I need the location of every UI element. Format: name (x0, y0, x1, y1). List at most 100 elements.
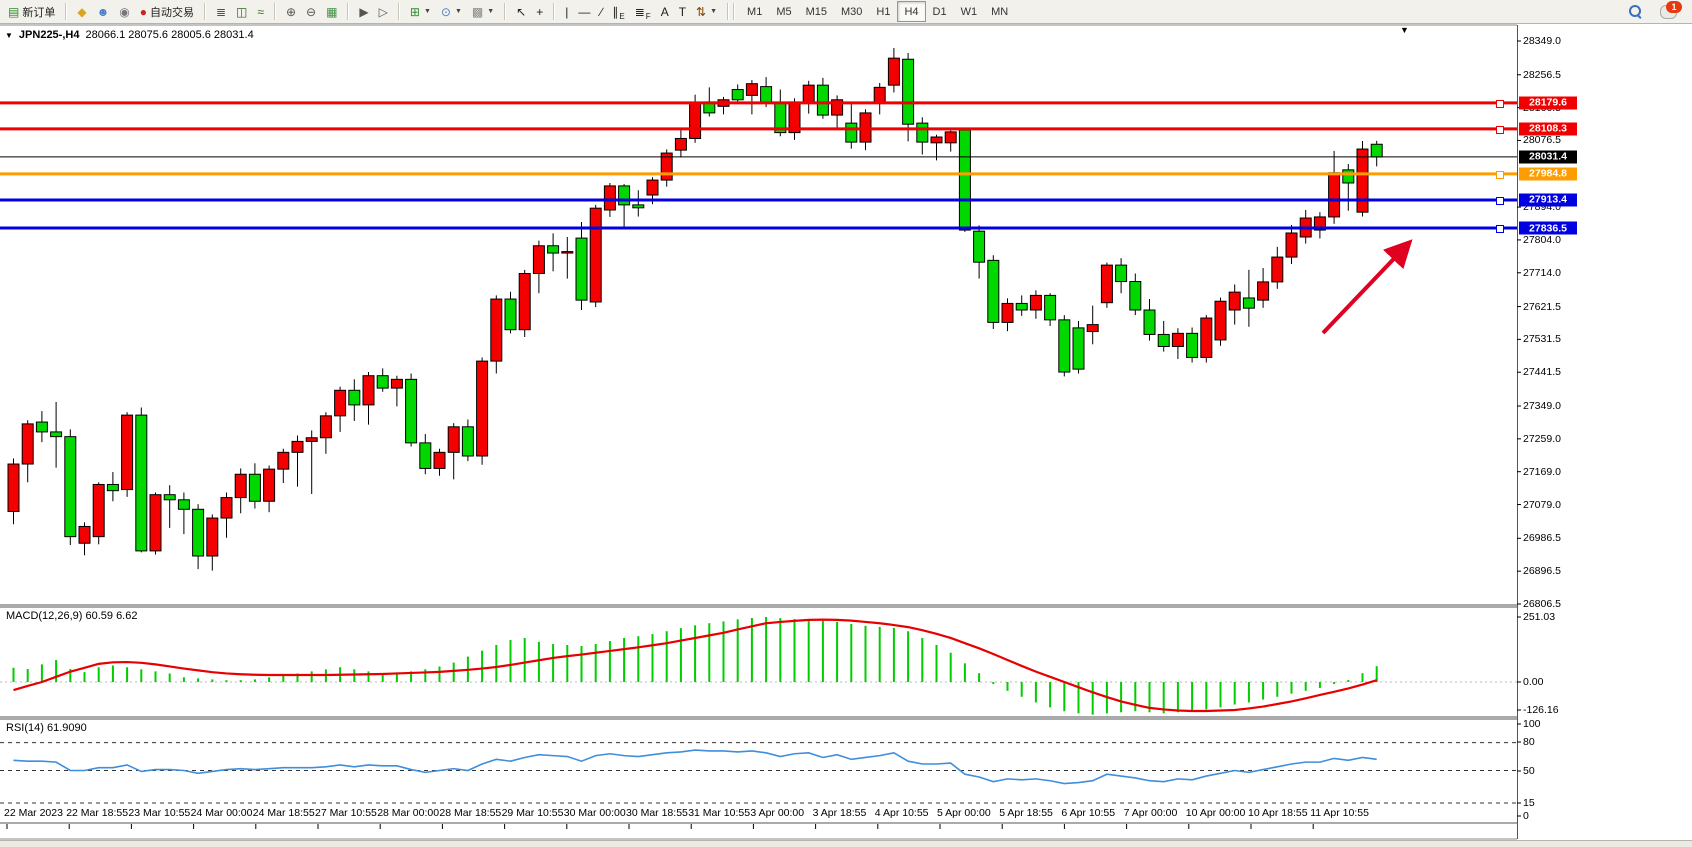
search-button[interactable] (1624, 1, 1647, 23)
hline-drag-handle[interactable] (1496, 99, 1504, 108)
fibonacci-button[interactable]: ≣ F (630, 1, 656, 23)
new-order-icon: ▤ (8, 4, 20, 19)
gold-button[interactable]: ◆ (72, 1, 91, 23)
zoom-out-button[interactable]: ⊖ (301, 1, 321, 23)
horizontal-line-button[interactable]: — (573, 1, 595, 23)
date-axis-label: 7 Apr 00:00 (1123, 807, 1178, 819)
candle-body (220, 497, 233, 519)
candle-body (35, 421, 48, 433)
trend-arrow-annotation[interactable] (1321, 239, 1413, 335)
candle-body (476, 360, 489, 457)
chat-button[interactable]: 1 (1655, 0, 1682, 23)
chart-line-button[interactable]: ≈ (252, 1, 269, 23)
chart-bars-icon: ≣ (215, 4, 227, 19)
date-axis-label: 30 Mar 18:55 (626, 807, 688, 819)
candle-body (618, 185, 631, 206)
candle-body (575, 237, 588, 301)
chart-ohlc-values: 28066.1 28075.6 28005.6 28031.4 (85, 29, 254, 41)
date-axis-label: 27 Mar 10:55 (315, 807, 377, 819)
text-button[interactable]: A (656, 1, 674, 23)
equidistant-channel-sub-label: E (619, 11, 625, 21)
date-axis-label: 22 Mar 2023 (4, 807, 63, 819)
arrows-dropdown-icon[interactable]: ▼ (710, 8, 718, 15)
hline-drag-handle[interactable] (1496, 125, 1504, 134)
candle-body (646, 179, 659, 196)
periods-button[interactable]: ⊙ ▼ (436, 1, 467, 23)
toolbar-group: ▤ 新订单 (0, 0, 63, 23)
periods-dropdown-icon[interactable]: ▼ (454, 8, 462, 15)
indicators-button[interactable]: ⊞ ▼ (405, 1, 436, 23)
rsi-axis-label: 100 (1523, 718, 1541, 730)
candle-body (1157, 333, 1170, 347)
chart-candles-button[interactable]: ◫ (231, 1, 252, 23)
candle-body (206, 517, 219, 557)
hline-drag-handle[interactable] (1496, 225, 1504, 234)
candle-body (1257, 281, 1270, 301)
timeframe-m5-button[interactable]: M5 (776, 5, 792, 18)
vertical-line-icon: | (565, 4, 569, 19)
cursor-button[interactable]: ↖ (511, 1, 531, 23)
tile-windows-button[interactable]: ▦ (321, 1, 342, 23)
auto-scroll-button[interactable]: ▶ (354, 1, 373, 23)
price-axis-label: 27621.5 (1523, 300, 1561, 313)
macd-axis-label: 0.00 (1523, 676, 1544, 688)
indicators-dropdown-icon[interactable]: ▼ (423, 8, 431, 15)
date-axis-label: 31 Mar 10:55 (688, 807, 751, 819)
equidistant-channel-icon: ∥ (612, 4, 619, 19)
community-icon: ☻ (96, 4, 110, 19)
chart-shift-button[interactable]: ▷ (374, 1, 393, 23)
equidistant-channel-button[interactable]: ∥ E (607, 1, 629, 23)
candle-body (277, 451, 290, 470)
candle-body (135, 414, 148, 552)
timeframe-mn-button[interactable]: MN (991, 5, 1009, 18)
candle-body (263, 468, 276, 502)
timeframe-h4-button[interactable]: H4 (897, 1, 926, 22)
zoom-in-icon: ⊕ (285, 4, 297, 19)
chart-bars-button[interactable]: ≣ (211, 1, 231, 23)
community-button[interactable]: ☻ (92, 1, 115, 23)
candle-body (1072, 327, 1085, 370)
candle-body (1370, 143, 1383, 158)
trendline-button[interactable]: ∕ (595, 1, 607, 23)
templates-dropdown-icon[interactable]: ▼ (487, 8, 495, 15)
chart-shift-marker[interactable]: ▼ (1400, 25, 1409, 35)
text-label-button[interactable]: T (674, 1, 691, 23)
candle-body (987, 259, 1000, 323)
timeframe-m30-button[interactable]: M30 (841, 5, 863, 18)
candle-body (234, 473, 247, 499)
candle-body (887, 57, 900, 86)
candle-body (1100, 264, 1113, 304)
rsi-axis-label: 50 (1523, 765, 1535, 777)
date-axis-label: 11 Apr 10:55 (1310, 807, 1369, 819)
one-click-trading-expander[interactable]: ▼ (5, 30, 13, 40)
arrows-icon: ⇅ (696, 4, 707, 19)
date-axis-label: 23 Mar 10:55 (128, 807, 191, 819)
autotrading-button[interactable]: ● 自动交易 (135, 1, 199, 23)
timeframe-m1-button[interactable]: M1 (747, 5, 763, 18)
new-order-button[interactable]: ▤ 新订单 (3, 1, 60, 23)
vertical-line-button[interactable]: | (560, 1, 573, 23)
signals-button[interactable]: ◉ (114, 1, 134, 23)
candle-body (1171, 332, 1184, 347)
timeframe-h1-button[interactable]: H1 (876, 5, 891, 18)
timeframe-w1-button[interactable]: W1 (960, 5, 978, 18)
crosshair-button[interactable]: + (531, 1, 548, 23)
new-order-label: 新订单 (22, 6, 56, 19)
price-axis-label: 27169.0 (1523, 465, 1561, 478)
candle-body (731, 89, 744, 101)
toolbar-separator (733, 3, 736, 20)
chart-canvas (0, 24, 1521, 840)
price-axis-label: 27714.0 (1523, 266, 1561, 279)
arrows-button[interactable]: ⇅ ▼ (691, 1, 722, 23)
hline-drag-handle[interactable] (1496, 170, 1504, 179)
timeframe-m15-button[interactable]: M15 (805, 5, 828, 18)
candle-body (1342, 169, 1355, 184)
candle-body (660, 152, 673, 181)
candle-body (447, 426, 460, 453)
hline-drag-handle[interactable] (1496, 196, 1504, 205)
candle-body (674, 137, 687, 151)
timeframe-d1-button[interactable]: D1 (932, 5, 947, 18)
templates-button[interactable]: ▩ ▼ (467, 1, 499, 23)
zoom-in-button[interactable]: ⊕ (281, 1, 301, 23)
price-axis-label: 26806.5 (1523, 598, 1561, 610)
